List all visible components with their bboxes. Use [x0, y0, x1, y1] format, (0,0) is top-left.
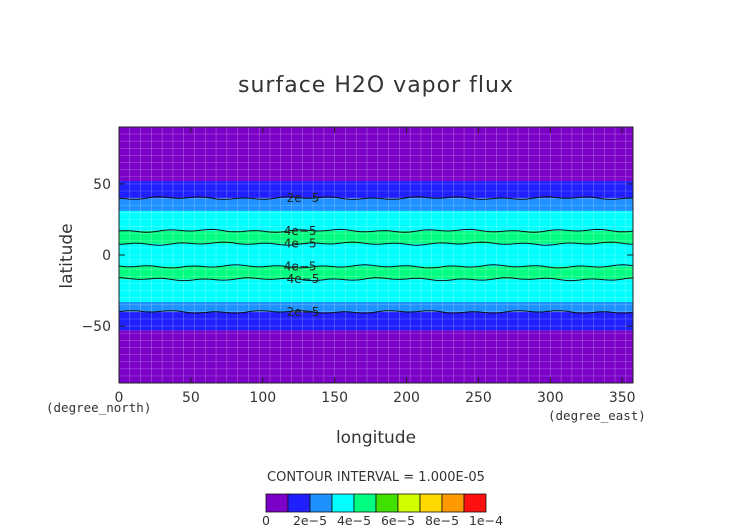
contour-band	[119, 311, 633, 331]
axes: 0 50 100 150 200 250 300 350 −50 0 50	[81, 126, 636, 406]
colorbar-tick-label: 6e−5	[381, 513, 415, 528]
y-axis-title: latitude	[57, 223, 77, 288]
x-tick-label: 50	[182, 390, 200, 406]
contour-band	[119, 279, 633, 302]
contour-band	[119, 266, 633, 280]
contour-label: 4e−5	[284, 259, 317, 273]
y-axis-unit: (degree_north)	[46, 400, 151, 415]
colorbar-swatch	[353, 493, 377, 513]
y-tick-label: −50	[81, 319, 111, 335]
contour-band	[119, 198, 633, 211]
x-tick-label: 0	[115, 390, 124, 406]
colorbar-swatch	[287, 493, 311, 513]
x-tick-label: 250	[465, 390, 492, 406]
x-tick-label: 100	[249, 390, 276, 406]
contour-label: 2e−5	[287, 191, 320, 205]
x-axis-title: longitude	[336, 428, 416, 448]
contour-line	[118, 241, 634, 246]
colorbar-tick-label: 4e−5	[337, 513, 371, 528]
x-axis-unit: (degree_east)	[548, 408, 646, 423]
contour-line	[118, 196, 633, 200]
colorbar-tick-label: 0	[262, 513, 270, 528]
contour-band	[119, 210, 633, 231]
contour-band	[119, 230, 633, 244]
colorbar-swatch	[331, 493, 355, 513]
colorbar-tick-label: 2e−5	[293, 513, 327, 528]
x-tick-label: 300	[537, 390, 564, 406]
colorbar-swatch	[309, 493, 333, 513]
contour-band	[119, 301, 633, 312]
contour-interval-label: CONTOUR INTERVAL = 1.000E-05	[267, 470, 485, 485]
contour-band	[119, 330, 633, 383]
x-tick-label: 350	[609, 390, 636, 406]
contour-line	[118, 277, 634, 282]
colorbar-swatch	[463, 493, 487, 513]
y-tick-label: 50	[93, 177, 111, 193]
colorbar-swatch	[441, 493, 465, 513]
colorbar-swatch	[265, 493, 289, 513]
x-tick-label: 200	[393, 390, 420, 406]
contour-label: 2e−5	[287, 305, 320, 319]
contour-label: 4e−5	[284, 237, 317, 251]
contour-band	[119, 259, 633, 267]
chart-title: surface H2O vapor flux	[238, 73, 514, 98]
contour-line	[118, 264, 634, 269]
plot-area: 2e−54e−54e−54e−54e−52e−5	[118, 126, 634, 384]
contour-band	[119, 127, 633, 182]
colorbar-tick-label: 8e−5	[425, 513, 459, 528]
contour-label: 4e−5	[284, 224, 317, 238]
contour-band	[119, 243, 633, 260]
contour-label: 4e−5	[287, 272, 320, 286]
colorbar-swatch	[375, 493, 399, 513]
y-tick-label: 0	[102, 248, 111, 264]
colorbar: 0 2e−5 4e−5 6e−5 8e−5 1e−4	[262, 493, 503, 528]
colorbar-swatch	[397, 493, 421, 513]
contour-band	[119, 181, 633, 199]
contour-line	[118, 228, 634, 233]
colorbar-tick-label: 1e−4	[469, 513, 503, 528]
x-tick-label: 150	[321, 390, 348, 406]
contour-line	[118, 310, 634, 314]
colorbar-swatch	[419, 493, 443, 513]
